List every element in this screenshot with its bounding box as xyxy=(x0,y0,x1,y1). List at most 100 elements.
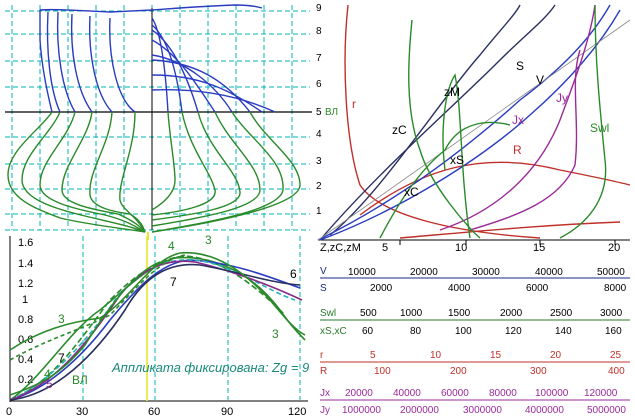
svg-text:3000: 3000 xyxy=(600,308,623,319)
svg-text:3: 3 xyxy=(58,312,65,326)
svg-text:300: 300 xyxy=(530,366,547,377)
svg-text:15: 15 xyxy=(533,242,545,254)
svg-text:20000: 20000 xyxy=(345,388,373,399)
svg-text:9: 9 xyxy=(316,3,322,14)
svg-text:20: 20 xyxy=(550,350,562,361)
svg-text:100: 100 xyxy=(455,326,472,337)
svg-text:3: 3 xyxy=(205,233,212,247)
svg-text:S: S xyxy=(516,59,524,73)
svg-text:100: 100 xyxy=(374,366,391,377)
svg-text:1: 1 xyxy=(22,294,28,306)
scale-jy: Jy 1000000 2000000 3000000 4000000 50000… xyxy=(320,405,626,416)
svg-text:xS,xC: xS,xC xyxy=(320,326,347,337)
svg-text:2500: 2500 xyxy=(550,308,573,319)
svg-text:6000: 6000 xyxy=(526,283,549,294)
svg-text:1.4: 1.4 xyxy=(18,258,33,270)
svg-text:20000: 20000 xyxy=(410,267,438,278)
sectional-area-grid xyxy=(9,236,301,400)
svg-text:1500: 1500 xyxy=(448,308,471,319)
svg-text:60: 60 xyxy=(362,326,374,337)
svg-text:30: 30 xyxy=(76,406,88,418)
svg-text:Jx: Jx xyxy=(320,388,330,399)
x-tick-labels: 0 30 60 90 120 xyxy=(6,406,306,418)
svg-text:6: 6 xyxy=(290,267,297,281)
sectional-area-curves xyxy=(9,251,306,401)
fixed-z-caption: Аппликата фиксирована: Zg = 9 xyxy=(111,360,309,375)
waterline-labels: 1 2 3 4 5 6 7 8 9 ВЛ xyxy=(316,3,338,217)
svg-text:R: R xyxy=(320,366,327,377)
stations-above-waterline xyxy=(39,4,276,113)
svg-text:2: 2 xyxy=(316,181,322,192)
scale-bars: V 10000 20000 30000 40000 50000 S 2000 4… xyxy=(320,266,630,416)
svg-text:5: 5 xyxy=(382,242,388,254)
svg-text:xC: xC xyxy=(404,185,419,199)
svg-text:2000000: 2000000 xyxy=(400,405,439,416)
svg-text:120: 120 xyxy=(288,406,306,418)
svg-text:1000000: 1000000 xyxy=(342,405,381,416)
svg-text:60000: 60000 xyxy=(441,388,469,399)
cof-curves xyxy=(317,4,631,241)
body-plan: 1 2 3 4 5 6 7 8 9 ВЛ xyxy=(5,3,338,240)
svg-text:400: 400 xyxy=(608,366,625,377)
svg-text:10: 10 xyxy=(455,242,467,254)
scale-s: S 2000 4000 6000 8000 xyxy=(320,283,627,294)
svg-text:90: 90 xyxy=(221,406,233,418)
svg-text:80: 80 xyxy=(410,326,422,337)
svg-text:120000: 120000 xyxy=(584,388,618,399)
cof-axis-ticks xyxy=(399,240,616,245)
svg-text:ВЛ: ВЛ xyxy=(325,107,338,118)
svg-text:5: 5 xyxy=(316,107,322,118)
scale-r-large: R 100 200 300 400 xyxy=(320,366,625,377)
cof-curve-labels: r zC zM S V Jy Jx R xS Swl xC xyxy=(352,59,609,199)
svg-text:1: 1 xyxy=(316,206,322,217)
stations-below-waterline xyxy=(7,111,301,233)
svg-text:0.4: 0.4 xyxy=(18,354,33,366)
svg-text:0.8: 0.8 xyxy=(18,314,33,326)
svg-text:Swl: Swl xyxy=(590,121,609,135)
svg-text:V: V xyxy=(536,73,544,87)
svg-text:V: V xyxy=(320,266,327,277)
svg-text:10000: 10000 xyxy=(348,267,376,278)
svg-text:8000: 8000 xyxy=(604,283,627,294)
scale-jx: Jx 20000 40000 60000 80000 100000 120000 xyxy=(320,388,630,401)
svg-text:50000: 50000 xyxy=(597,267,625,278)
svg-text:zC: zC xyxy=(392,123,407,137)
svg-text:Swl: Swl xyxy=(320,308,336,319)
svg-text:2000: 2000 xyxy=(370,283,393,294)
svg-text:2000: 2000 xyxy=(500,308,523,319)
svg-text:5: 5 xyxy=(370,350,376,361)
svg-text:S: S xyxy=(320,283,327,294)
svg-text:200: 200 xyxy=(450,366,467,377)
svg-text:1.2: 1.2 xyxy=(18,278,33,290)
svg-text:0.2: 0.2 xyxy=(18,374,33,386)
svg-text:0: 0 xyxy=(6,406,12,418)
svg-text:4000000: 4000000 xyxy=(525,405,564,416)
svg-text:7: 7 xyxy=(170,275,177,289)
svg-text:8: 8 xyxy=(316,26,322,37)
cof-x-axis-label: Z,zC,zM xyxy=(320,242,361,254)
svg-text:20: 20 xyxy=(608,242,620,254)
svg-text:r: r xyxy=(352,97,356,111)
svg-text:xS: xS xyxy=(450,153,464,167)
scale-r-small: r 5 10 15 20 25 xyxy=(320,350,630,363)
scale-v: V 10000 20000 30000 40000 50000 xyxy=(320,266,630,279)
svg-text:Jy: Jy xyxy=(556,91,568,105)
scale-swl: Swl 500 1000 1500 2000 2500 3000 xyxy=(320,308,630,321)
svg-text:r: r xyxy=(320,350,324,361)
svg-text:15: 15 xyxy=(490,350,502,361)
svg-text:120: 120 xyxy=(505,326,522,337)
scale-xs-xc: xS,xC 60 80 100 120 140 160 xyxy=(320,326,622,337)
svg-text:Jx: Jx xyxy=(512,113,524,127)
svg-text:6: 6 xyxy=(316,79,322,90)
svg-text:4000: 4000 xyxy=(448,283,471,294)
svg-text:7: 7 xyxy=(316,53,322,64)
svg-text:3: 3 xyxy=(316,156,322,167)
svg-text:4: 4 xyxy=(316,129,322,140)
svg-text:1000: 1000 xyxy=(400,308,423,319)
svg-text:1.6: 1.6 xyxy=(18,237,33,249)
svg-text:500: 500 xyxy=(360,308,377,319)
svg-text:4: 4 xyxy=(44,367,51,381)
svg-text:5: 5 xyxy=(46,377,53,391)
curve-labels: 3 4 3 6 7 3 4 5 7 ВЛ xyxy=(44,233,297,391)
